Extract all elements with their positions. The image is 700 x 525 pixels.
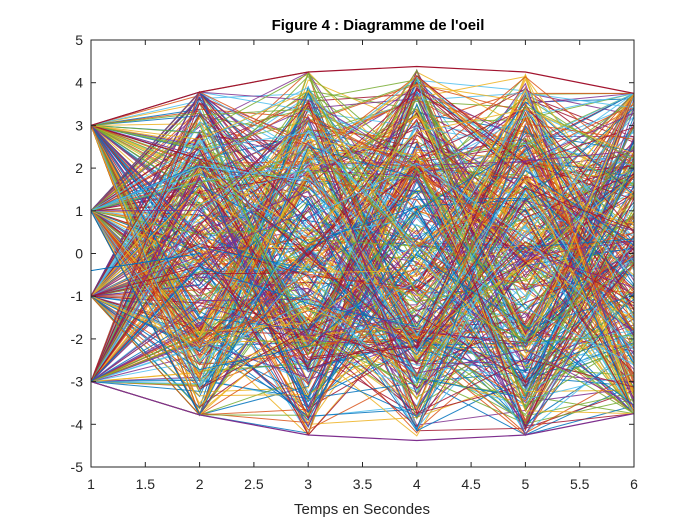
eye-trace [91, 125, 634, 431]
y-tick-label: 0 [75, 246, 83, 262]
eye-trace [91, 129, 634, 395]
upper-envelope-trace [91, 65, 634, 126]
eye-trace [91, 112, 634, 366]
eye-trace [91, 90, 634, 290]
eye-trace [91, 114, 634, 382]
eye-trace [91, 92, 634, 305]
eye-trace [91, 179, 634, 391]
eye-trace [91, 125, 634, 431]
x-tick-label: 5.5 [570, 476, 590, 492]
y-tick-label: 4 [75, 75, 83, 91]
y-tick-label: 5 [75, 32, 83, 48]
eye-trace [91, 74, 634, 414]
eye-trace [91, 98, 634, 403]
y-tick-label: -5 [71, 459, 84, 475]
eye-trace [91, 229, 634, 426]
eye-trace [91, 105, 634, 387]
eye-trace [91, 140, 634, 399]
eye-trace [91, 150, 634, 383]
x-tick-label: 4 [413, 476, 421, 492]
eye-trace [91, 129, 634, 401]
eye-trace [91, 102, 634, 434]
y-tick-label: 3 [75, 117, 83, 133]
eye-trace [91, 88, 634, 414]
x-axis-ticks: 1 1.5 2 2.5 3 3.5 4 4.5 5 5.5 6 [87, 40, 638, 492]
eye-trace [91, 102, 634, 429]
x-tick-label: 3.5 [353, 476, 373, 492]
eye-trace [91, 75, 634, 382]
eye-trace [91, 94, 634, 383]
eye-trace [91, 90, 634, 358]
x-tick-label: 5 [522, 476, 530, 492]
x-tick-label: 1.5 [136, 476, 156, 492]
eye-traces [91, 65, 634, 442]
x-tick-label: 6 [630, 476, 638, 492]
eye-trace [91, 116, 634, 396]
x-tick-label: 2.5 [244, 476, 264, 492]
eye-trace [91, 86, 634, 378]
y-tick-label: 2 [75, 160, 83, 176]
stray-trace [91, 253, 200, 272]
eye-trace [91, 139, 634, 415]
eye-trace [91, 82, 634, 402]
eye-trace [91, 101, 634, 414]
x-tick-label: 3 [304, 476, 312, 492]
eye-trace [91, 97, 634, 409]
eye-trace [91, 76, 634, 382]
x-axis-label: Temps en Secondes [294, 501, 430, 518]
eye-trace [91, 91, 634, 436]
eye-trace [91, 72, 634, 389]
eye-trace [91, 83, 634, 393]
eye-trace [91, 142, 634, 372]
y-tick-label: -3 [71, 374, 84, 390]
eye-trace [91, 91, 634, 382]
eye-trace [91, 89, 634, 337]
eye-trace [91, 174, 634, 348]
eye-trace [91, 162, 634, 388]
eye-trace [91, 115, 634, 384]
eye-trace [91, 140, 634, 276]
eye-trace [91, 168, 634, 350]
eye-trace [91, 69, 634, 411]
y-tick-label: -2 [71, 331, 84, 347]
y-tick-label: -1 [71, 288, 84, 304]
y-tick-label: 1 [75, 203, 83, 219]
eye-trace [91, 144, 634, 358]
eye-trace [91, 179, 634, 333]
eye-trace [91, 93, 634, 405]
chart-title: Figure 4 : Diagramme de l'oeil [272, 17, 485, 34]
y-tick-label: -4 [71, 416, 84, 432]
eye-trace [91, 123, 634, 378]
eye-trace [91, 76, 634, 416]
eye-trace [91, 92, 634, 382]
eye-trace [91, 95, 634, 410]
eye-trace [91, 165, 634, 353]
eye-trace [91, 187, 634, 360]
eye-trace [91, 108, 634, 297]
eye-trace [91, 201, 634, 403]
eye-trace [91, 125, 634, 365]
eye-trace [91, 124, 634, 349]
eye-trace [91, 145, 634, 414]
y-axis-ticks: 5 4 3 2 1 0 -1 -2 -3 -4 -5 [71, 32, 634, 475]
eye-trace [91, 174, 634, 382]
eye-trace [91, 84, 634, 397]
x-tick-label: 1 [87, 476, 95, 492]
x-tick-label: 2 [196, 476, 204, 492]
x-tick-label: 4.5 [461, 476, 481, 492]
eye-trace [91, 158, 634, 382]
lower-envelope-trace [91, 381, 634, 442]
eye-trace [91, 125, 634, 412]
eye-trace [91, 209, 634, 406]
eye-trace [91, 125, 634, 416]
eye-trace [91, 145, 634, 366]
